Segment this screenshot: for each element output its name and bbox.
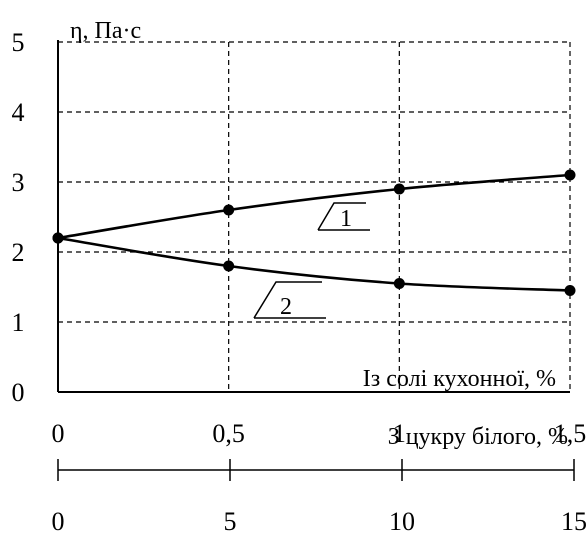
x-tick-label: 1 [393,419,406,448]
series-2-point [393,278,405,289]
series-1-line [57,173,571,240]
series-1-leader [317,202,366,231]
series-1-point [564,169,576,181]
secondary-x-axis: 0 5 10 15 [52,459,587,536]
series-2-line [57,236,571,292]
y-axis-label: η, Па·с [70,18,141,44]
x2-tick-label: 10 [389,507,415,536]
x2-tick-label: 5 [224,507,237,536]
y-tick-label: 4 [12,98,25,127]
x-tick-label: 0 [52,419,65,448]
y-tick-label: 1 [12,308,25,337]
series-2-label: 2 [280,294,292,320]
x-axis-label: Із солі кухонної, % [363,366,556,392]
series-1-point [223,204,235,216]
x-tick-label: 1,5 [554,419,587,448]
x2-tick-label: 15 [561,507,587,536]
series-1-label: 1 [340,206,352,232]
series-2-point [223,260,235,272]
x2-axis-label: З цукру білого, % [388,424,568,450]
y-tick-label: 5 [12,28,25,57]
series-labels: 12 [253,202,370,320]
x2-tick-label: 0 [52,507,65,536]
y-tick-label: 3 [12,168,25,197]
series-2-point [564,285,576,296]
y-tick-labels: 0 1 2 3 4 5 [12,28,25,407]
series-2-leader [253,281,322,319]
series [52,169,576,296]
x-tick-label: 0,5 [212,419,245,448]
grid [58,41,571,392]
axes [57,40,570,393]
series-2-point [52,232,64,244]
series-1-point [393,183,405,195]
y-tick-label: 2 [12,238,25,267]
y-tick-label: 0 [12,378,25,407]
x-tick-labels: 0 0,5 1 1,5 [52,419,587,448]
